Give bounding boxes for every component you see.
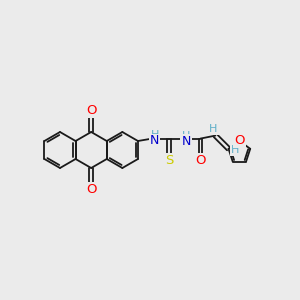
Text: O: O <box>86 103 96 117</box>
Text: H: H <box>182 130 190 141</box>
Text: O: O <box>86 183 96 196</box>
Text: H: H <box>231 145 239 155</box>
Text: N: N <box>150 134 159 148</box>
Text: H: H <box>209 124 218 134</box>
Text: H: H <box>151 130 159 140</box>
Text: O: O <box>195 154 206 167</box>
Text: N: N <box>181 135 190 148</box>
Text: S: S <box>165 154 173 167</box>
Text: O: O <box>234 134 244 147</box>
